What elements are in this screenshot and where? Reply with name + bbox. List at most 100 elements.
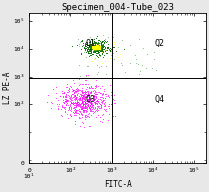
Point [63,96,67,99]
Point [96,98,99,101]
Point [94,56,97,59]
Point [62,96,65,99]
Point [99,100,102,103]
Point [60,105,64,108]
Point [83,100,86,103]
Point [86,104,90,107]
Point [74,97,77,100]
Point [88,49,92,52]
Point [76,102,79,105]
Point [88,98,91,101]
Point [100,46,104,49]
Point [97,99,100,103]
Point [60,91,63,94]
Point [141,46,144,50]
Point [78,97,81,100]
Point [45,101,49,104]
Point [86,93,89,96]
Point [81,86,84,89]
Point [96,49,99,52]
Point [83,115,87,118]
Point [89,103,92,107]
Point [79,117,82,120]
Point [66,109,69,112]
Point [90,47,93,50]
Point [90,38,93,41]
Point [86,43,90,46]
Point [88,91,91,94]
Point [97,46,100,49]
Point [98,49,102,52]
Point [98,46,102,50]
Point [96,84,99,88]
Point [101,43,105,46]
Point [64,94,67,97]
Point [92,48,95,51]
Point [88,101,91,104]
Point [73,113,76,116]
Point [93,46,96,50]
Point [88,46,92,49]
Point [81,99,84,102]
Point [90,101,93,104]
Point [79,113,83,116]
Point [92,46,95,49]
Point [75,90,78,94]
Point [93,47,96,50]
Point [92,37,96,40]
Point [87,89,90,92]
Point [95,42,98,45]
Point [78,98,82,101]
Point [104,41,107,44]
Point [96,44,99,47]
Point [73,89,76,92]
Point [94,99,98,103]
Point [101,40,104,43]
Point [90,107,94,110]
Point [96,44,99,47]
Point [71,102,75,105]
Point [87,91,90,94]
Point [97,44,100,47]
Text: Q1: Q1 [85,39,95,48]
Point [89,113,93,116]
Point [90,38,94,41]
Point [93,46,96,49]
Point [94,47,97,50]
Point [101,49,104,52]
Point [93,48,96,51]
Point [77,101,80,104]
Point [95,52,98,55]
Point [85,106,88,109]
Point [94,52,98,55]
Point [88,40,92,43]
Point [77,98,80,101]
Point [75,87,78,90]
Point [96,44,99,47]
Point [105,51,108,54]
Point [102,42,106,45]
Point [93,43,97,46]
Point [68,107,71,110]
Point [65,90,69,93]
Point [84,106,87,109]
Point [72,90,76,93]
Point [76,100,80,103]
Point [73,101,77,104]
Point [96,99,99,102]
Point [73,95,76,98]
Point [84,74,88,77]
Point [94,44,97,47]
Point [89,98,92,101]
Point [98,45,102,48]
Point [97,46,100,49]
Point [86,93,89,96]
Point [107,94,110,97]
Point [90,98,93,101]
Point [99,41,102,44]
Point [103,37,107,40]
Point [96,42,99,46]
Point [94,99,98,102]
Point [83,43,87,46]
Point [103,99,106,102]
